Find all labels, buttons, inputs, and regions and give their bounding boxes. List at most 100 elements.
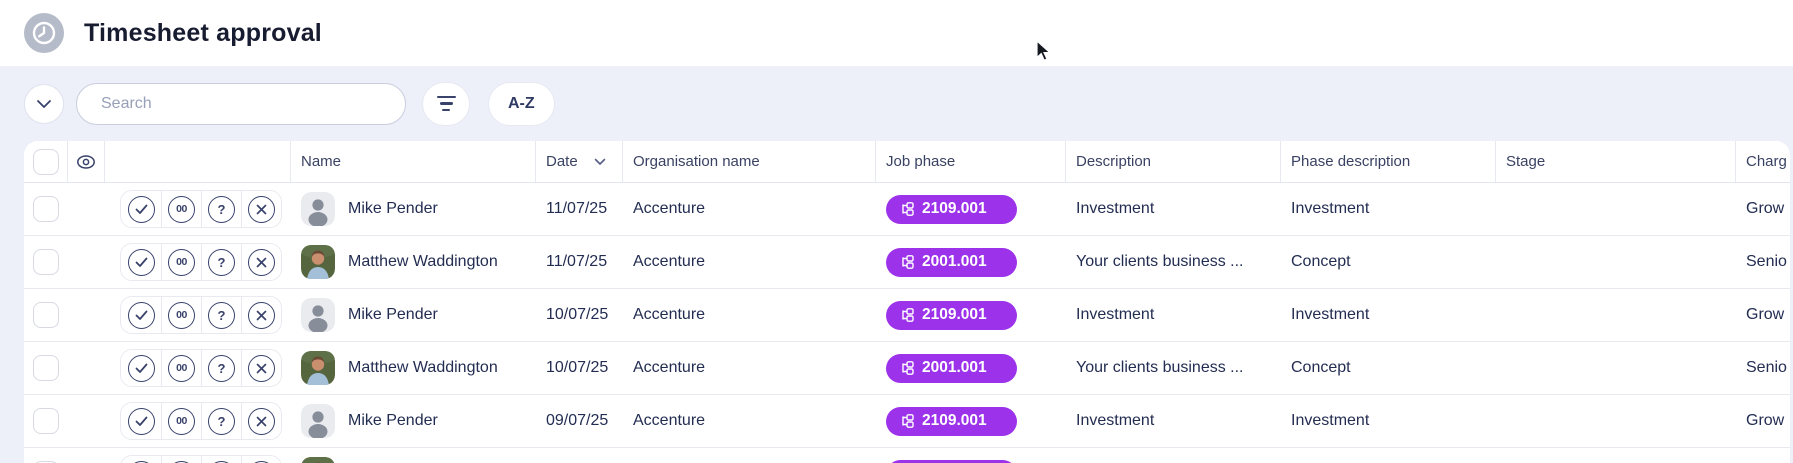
sort-chevron-down-icon[interactable] [594,158,606,166]
approve-button[interactable] [121,456,161,463]
collapse-chevron-button[interactable] [24,83,64,124]
zero-hours-button[interactable]: 00 [161,244,201,280]
search-input[interactable] [76,82,406,125]
reject-button[interactable] [241,244,281,280]
query-button[interactable]: ? [201,456,241,463]
row-actions-cell: 00 ? [105,296,291,334]
check-circle-icon [127,354,155,382]
x-circle-icon [248,248,275,276]
table-header-row: Name Date Organisation name Job phase De… [24,141,1790,183]
zero-hours-button[interactable]: 00 [161,297,201,333]
person-name: Mike Pender [348,306,438,323]
table-row[interactable]: 00 ? [24,448,1790,463]
reject-button[interactable] [241,456,281,463]
header-description[interactable]: Description [1066,141,1281,182]
query-button[interactable]: ? [201,350,241,386]
header-job-phase[interactable]: Job phase [876,141,1066,182]
phase-description-cell: Concept [1291,253,1351,270]
approve-button[interactable] [121,191,161,227]
job-phase-code: 2001.001 [922,359,987,376]
reject-button[interactable] [241,191,281,227]
job-phase-badge[interactable] [886,459,1017,463]
job-phase-badge[interactable]: 2109.001 [886,194,1017,224]
question-circle-icon: ? [208,248,235,276]
sort-az-button[interactable]: A-Z [488,81,555,126]
zero-hours-icon: 00 [168,354,195,382]
row-checkbox[interactable] [33,408,59,434]
job-phase-cell: 2001.001 [876,247,1066,277]
description-cell: Your clients business ... [1076,359,1244,376]
header-date-label: Date [546,153,578,170]
table-row[interactable]: 00 ? Matthew Waddington 11/07/25 Accentu… [24,236,1790,289]
job-phase-badge[interactable]: 2109.001 [886,406,1017,436]
charge-cell: Grow [1746,412,1785,429]
eye-icon[interactable] [75,154,97,170]
x-circle-icon [248,301,275,329]
zero-hours-button[interactable]: 00 [161,456,201,463]
zero-hours-icon: 00 [168,195,195,223]
reject-button[interactable] [241,403,281,439]
zero-hours-button[interactable]: 00 [161,350,201,386]
job-phase-badge[interactable]: 2001.001 [886,353,1017,383]
row-checkbox[interactable] [33,249,59,275]
approve-button[interactable] [121,297,161,333]
approve-button[interactable] [121,403,161,439]
query-button[interactable]: ? [201,297,241,333]
row-action-group: 00 ? [120,296,282,334]
job-phase-badge[interactable]: 2001.001 [886,247,1017,277]
zero-hours-icon: 00 [168,248,195,276]
row-select-cell [24,461,68,463]
date-cell: 10/07/25 [546,306,609,323]
header-date[interactable]: Date [536,141,623,182]
query-button[interactable]: ? [201,403,241,439]
table-row[interactable]: 00 ? Mike Pender 10/07/25 Accenture 2109… [24,289,1790,342]
name-cell: Mike Pender [291,192,536,226]
header-phase-description[interactable]: Phase description [1281,141,1496,182]
job-phase-cell: 2109.001 [876,406,1066,436]
query-button[interactable]: ? [201,244,241,280]
select-all-checkbox[interactable] [32,148,59,175]
row-checkbox[interactable] [33,355,59,381]
person-name: Matthew Waddington [348,359,498,376]
row-checkbox[interactable] [33,302,59,328]
job-phase-badge[interactable]: 2109.001 [886,300,1017,330]
row-actions-cell: 00 ? [105,402,291,440]
header-name[interactable]: Name [291,141,536,182]
person-name: Matthew Waddington [348,253,498,270]
check-circle-icon [127,248,155,276]
avatar-photo [301,351,335,385]
filter-button[interactable] [422,81,470,126]
page-header: Timesheet approval [0,0,1793,66]
avatar-generic [301,192,335,226]
zero-hours-icon: 00 [168,407,195,435]
phase-description-cell: Investment [1291,200,1370,217]
reject-button[interactable] [241,350,281,386]
name-cell: Matthew Waddington [291,245,536,279]
check-circle-icon [127,195,155,223]
approve-button[interactable] [121,244,161,280]
header-organisation-name[interactable]: Organisation name [623,141,876,182]
header-charge[interactable]: Charg [1746,153,1787,170]
row-checkbox[interactable] [33,196,59,222]
organisation-cell: Accenture [633,359,706,376]
phase-description-cell: Investment [1291,412,1370,429]
table-row[interactable]: 00 ? Matthew Waddington 10/07/25 Accentu… [24,342,1790,395]
x-circle-icon [248,354,275,382]
table-row[interactable]: 00 ? Mike Pender 09/07/25 Accenture 2109… [24,395,1790,448]
charge-cell: Grow [1746,306,1785,323]
person-name: Mike Pender [348,412,438,429]
row-action-group: 00 ? [120,349,282,387]
phase-description-cell: Investment [1291,306,1370,323]
table-row[interactable]: 00 ? Mike Pender 11/07/25 Accenture 2109… [24,183,1790,236]
zero-hours-button[interactable]: 00 [161,403,201,439]
query-button[interactable]: ? [201,191,241,227]
x-circle-icon [248,407,275,435]
avatar-generic [301,404,335,438]
zero-hours-button[interactable]: 00 [161,191,201,227]
organisation-cell: Accenture [633,306,706,323]
organisation-cell: Accenture [633,200,706,217]
approve-button[interactable] [121,350,161,386]
filter-icon [436,95,456,112]
reject-button[interactable] [241,297,281,333]
header-stage[interactable]: Stage [1496,141,1736,182]
